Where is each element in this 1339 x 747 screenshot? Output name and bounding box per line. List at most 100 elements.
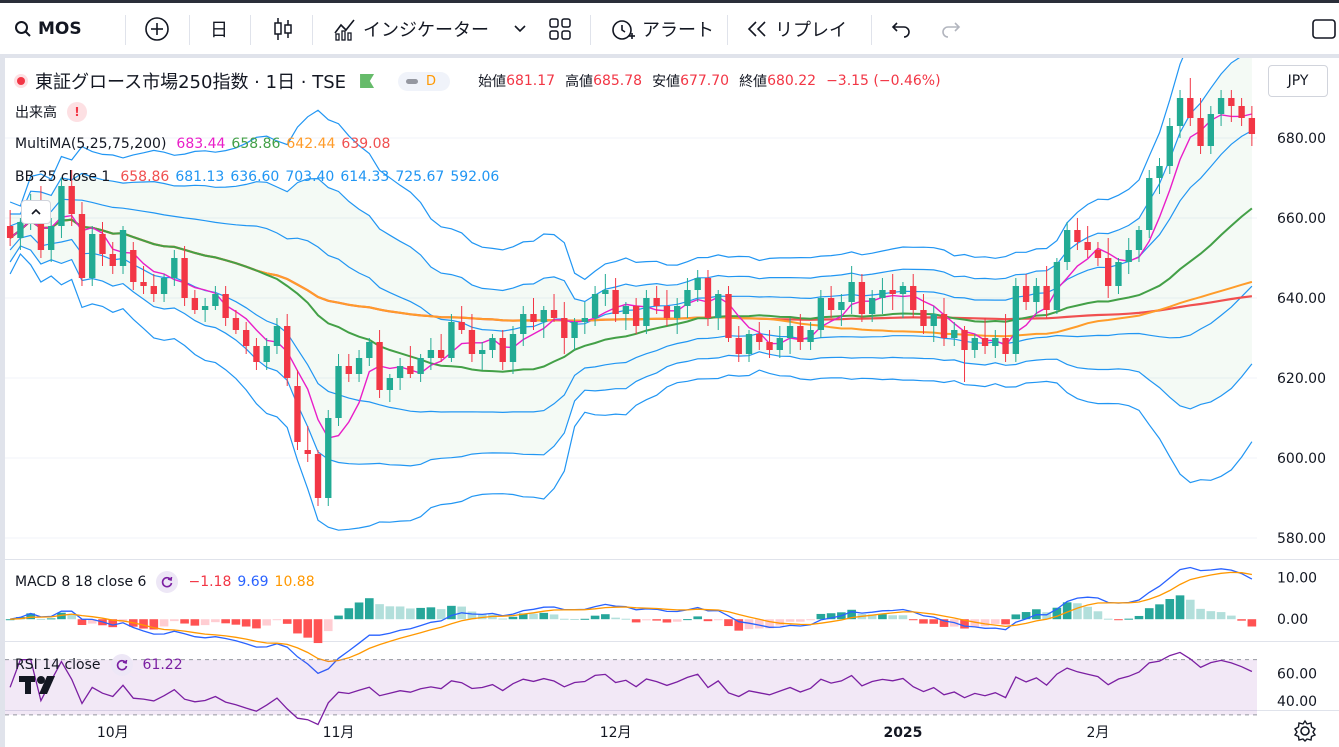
candle-body[interactable] bbox=[150, 286, 157, 294]
candle[interactable] bbox=[868, 290, 876, 322]
candle-body[interactable] bbox=[448, 322, 455, 358]
candle-body[interactable] bbox=[273, 326, 281, 346]
candle-body[interactable] bbox=[1043, 286, 1050, 310]
candle-body[interactable] bbox=[530, 314, 537, 322]
candle-body[interactable] bbox=[396, 366, 404, 378]
candle[interactable] bbox=[930, 306, 937, 342]
candle[interactable] bbox=[140, 266, 147, 294]
candle[interactable] bbox=[622, 302, 630, 330]
candle-body[interactable] bbox=[971, 338, 978, 350]
candle[interactable] bbox=[314, 450, 322, 506]
candle[interactable] bbox=[591, 286, 599, 326]
candle-body[interactable] bbox=[1238, 106, 1245, 118]
candle-body[interactable] bbox=[1166, 126, 1173, 166]
candle[interactable] bbox=[920, 294, 927, 334]
redo-button[interactable] bbox=[940, 3, 962, 54]
candle[interactable] bbox=[550, 294, 558, 322]
candle[interactable] bbox=[212, 286, 219, 310]
candle[interactable] bbox=[468, 314, 476, 362]
candle[interactable] bbox=[427, 338, 435, 370]
candle[interactable] bbox=[1166, 118, 1173, 174]
candle[interactable] bbox=[191, 290, 199, 314]
candle[interactable] bbox=[1197, 98, 1204, 154]
candle-body[interactable] bbox=[99, 234, 106, 254]
candle-body[interactable] bbox=[17, 222, 24, 238]
candle-body[interactable] bbox=[119, 230, 127, 266]
fullscreen-button[interactable] bbox=[1311, 3, 1337, 54]
candle-body[interactable] bbox=[951, 330, 958, 338]
candle[interactable] bbox=[899, 282, 907, 318]
candle-body[interactable] bbox=[6, 226, 14, 238]
candle[interactable] bbox=[827, 286, 835, 318]
candle-body[interactable] bbox=[879, 290, 886, 298]
candle-body[interactable] bbox=[468, 330, 476, 354]
indicators-dropdown[interactable] bbox=[513, 3, 527, 54]
candle[interactable] bbox=[355, 350, 363, 382]
candle[interactable] bbox=[284, 314, 291, 386]
candle[interactable] bbox=[171, 250, 178, 286]
candle-body[interactable] bbox=[786, 326, 794, 338]
candle[interactable] bbox=[242, 322, 250, 354]
candle[interactable] bbox=[530, 298, 537, 330]
macd-line[interactable] bbox=[9, 566, 1253, 675]
symbol-search[interactable]: MOS bbox=[14, 3, 82, 54]
candle-body[interactable] bbox=[232, 318, 240, 330]
candle[interactable] bbox=[704, 270, 712, 326]
macd-legend[interactable]: MACD 8 18 close 6 −1.18 9.69 10.88 bbox=[15, 571, 321, 593]
candle[interactable] bbox=[376, 330, 383, 398]
candle[interactable] bbox=[766, 330, 773, 358]
candle-body[interactable] bbox=[109, 254, 116, 266]
undo-button[interactable] bbox=[890, 3, 912, 54]
settings-button[interactable] bbox=[1293, 719, 1317, 743]
candle-body[interactable] bbox=[520, 314, 527, 334]
candle[interactable] bbox=[1094, 242, 1102, 266]
candle-body[interactable] bbox=[1146, 178, 1153, 230]
candle-body[interactable] bbox=[325, 418, 332, 498]
candle-body[interactable] bbox=[47, 226, 55, 250]
candle[interactable] bbox=[1105, 238, 1112, 298]
candle-body[interactable] bbox=[1217, 98, 1225, 114]
candle-body[interactable] bbox=[673, 306, 681, 318]
candle[interactable] bbox=[1033, 278, 1040, 314]
candle-body[interactable] bbox=[807, 330, 814, 342]
candle[interactable] bbox=[910, 274, 917, 318]
candle-body[interactable] bbox=[212, 294, 219, 306]
candle[interactable] bbox=[673, 298, 681, 334]
candle-body[interactable] bbox=[386, 378, 394, 390]
candle-body[interactable] bbox=[602, 290, 609, 294]
price-axis[interactable] bbox=[1257, 58, 1339, 747]
chart-pane[interactable]: 680.00 660.00 640.00 620.00 600.00 580.00 10.0… bbox=[5, 58, 1339, 747]
candle[interactable] bbox=[366, 338, 373, 366]
bb-band-line[interactable] bbox=[10, 58, 1252, 303]
candle-body[interactable] bbox=[376, 342, 383, 390]
candle[interactable] bbox=[961, 326, 968, 382]
candle[interactable] bbox=[181, 246, 188, 306]
candle[interactable] bbox=[951, 322, 958, 346]
candle[interactable] bbox=[489, 334, 496, 358]
candle[interactable] bbox=[222, 286, 229, 326]
candle-body[interactable] bbox=[930, 314, 937, 326]
layout-button[interactable] bbox=[548, 3, 572, 54]
candle[interactable] bbox=[879, 278, 886, 314]
candle-body[interactable] bbox=[581, 318, 589, 322]
candle-body[interactable] bbox=[622, 306, 630, 314]
candle[interactable] bbox=[612, 278, 619, 322]
candle-body[interactable] bbox=[489, 338, 496, 350]
candle[interactable] bbox=[130, 242, 137, 290]
candle-body[interactable] bbox=[160, 278, 168, 294]
candle-body[interactable] bbox=[171, 258, 178, 278]
candle[interactable] bbox=[940, 298, 948, 346]
candle[interactable] bbox=[304, 426, 311, 462]
candle[interactable] bbox=[745, 330, 753, 362]
candle[interactable] bbox=[68, 170, 75, 226]
candle-body[interactable] bbox=[437, 350, 445, 358]
warning-icon[interactable]: ! bbox=[67, 102, 87, 122]
candle-body[interactable] bbox=[1248, 118, 1256, 134]
candle[interactable] bbox=[201, 298, 209, 322]
candle[interactable] bbox=[838, 294, 845, 326]
candle[interactable] bbox=[632, 298, 640, 334]
candle-body[interactable] bbox=[725, 294, 732, 338]
candle[interactable] bbox=[807, 322, 814, 350]
candle[interactable] bbox=[889, 274, 896, 310]
candle-body[interactable] bbox=[253, 346, 260, 362]
